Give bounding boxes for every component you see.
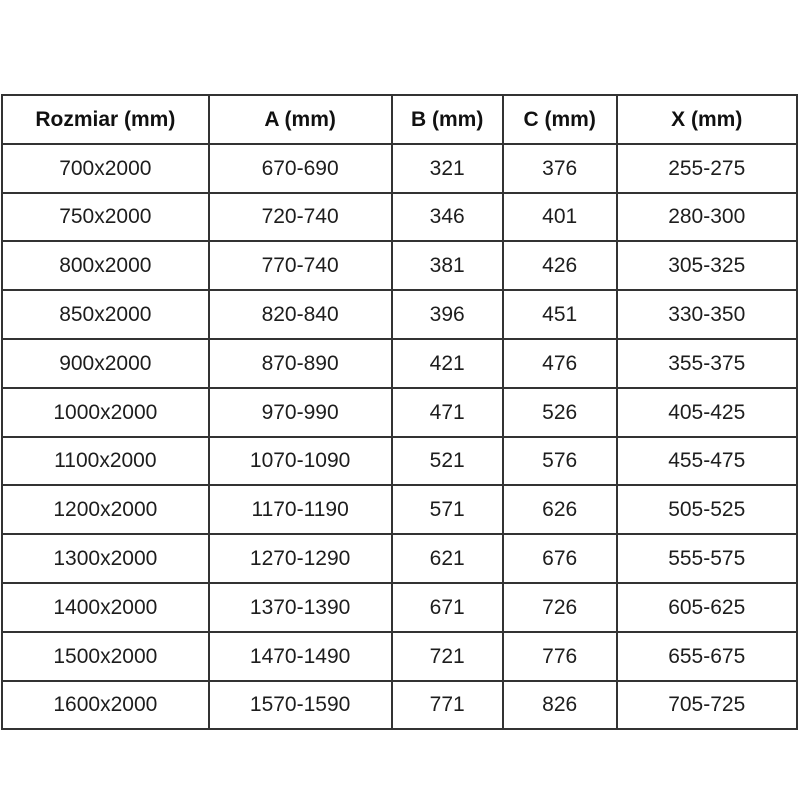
cell-rozmiar: 700x2000 — [1, 142, 210, 194]
cell-rozmiar: 1100x2000 — [1, 435, 210, 487]
cell-x: 455-475 — [615, 435, 798, 487]
cell-c: 526 — [501, 386, 618, 438]
table-row: 750x2000 720-740 346 401 280-300 — [1, 191, 798, 243]
cell-c: 376 — [501, 142, 618, 194]
cell-b: 421 — [390, 337, 504, 389]
table-row: 1300x2000 1270-1290 621 676 555-575 — [1, 533, 798, 584]
cell-x: 555-575 — [615, 533, 798, 584]
header-row: Rozmiar (mm) A (mm) B (mm) C (mm) X (mm) — [1, 94, 798, 145]
table-body: 700x2000 670-690 321 376 255-275 750x2000 720-… — [1, 142, 798, 731]
cell-a: 1370-1390 — [207, 581, 393, 633]
cell-rozmiar: 1600x2000 — [1, 679, 210, 731]
cell-a: 1170-1190 — [207, 484, 393, 536]
cell-c: 776 — [501, 630, 618, 682]
cell-b: 521 — [390, 435, 504, 487]
cell-c: 626 — [501, 484, 618, 536]
column-header-a: A (mm) — [207, 94, 393, 145]
table-row: 1000x2000 970-990 471 526 405-425 — [1, 386, 798, 438]
cell-c: 726 — [501, 581, 618, 633]
cell-a: 870-890 — [207, 337, 393, 389]
table-row: 1400x2000 1370-1390 671 726 605-625 — [1, 581, 798, 633]
cell-c: 826 — [501, 679, 618, 731]
cell-x: 255-275 — [615, 142, 798, 194]
cell-a: 1470-1490 — [207, 630, 393, 682]
table-row: 1500x2000 1470-1490 721 776 655-675 — [1, 630, 798, 682]
cell-b: 346 — [390, 191, 504, 243]
cell-rozmiar: 900x2000 — [1, 337, 210, 389]
cell-x: 505-525 — [615, 484, 798, 536]
cell-b: 621 — [390, 533, 504, 584]
cell-x: 705-725 — [615, 679, 798, 731]
column-header-rozmiar: Rozmiar (mm) — [1, 94, 210, 145]
cell-a: 1270-1290 — [207, 533, 393, 584]
cell-x: 355-375 — [615, 337, 798, 389]
cell-c: 476 — [501, 337, 618, 389]
cell-rozmiar: 750x2000 — [1, 191, 210, 243]
cell-b: 381 — [390, 240, 504, 292]
cell-b: 721 — [390, 630, 504, 682]
table-row: 900x2000 870-890 421 476 355-375 — [1, 337, 798, 389]
table-row: 800x2000 770-740 381 426 305-325 — [1, 240, 798, 292]
cell-b: 571 — [390, 484, 504, 536]
cell-x: 305-325 — [615, 240, 798, 292]
cell-a: 970-990 — [207, 386, 393, 438]
cell-rozmiar: 1400x2000 — [1, 581, 210, 633]
cell-rozmiar: 850x2000 — [1, 289, 210, 340]
cell-rozmiar: 1200x2000 — [1, 484, 210, 536]
cell-x: 280-300 — [615, 191, 798, 243]
cell-x: 405-425 — [615, 386, 798, 438]
column-header-x: X (mm) — [615, 94, 798, 145]
cell-b: 471 — [390, 386, 504, 438]
cell-x: 655-675 — [615, 630, 798, 682]
cell-b: 321 — [390, 142, 504, 194]
size-dimension-table: Rozmiar (mm) A (mm) B (mm) C (mm) X (mm) 700… — [1, 94, 798, 731]
cell-b: 771 — [390, 679, 504, 731]
cell-b: 671 — [390, 581, 504, 633]
cell-rozmiar: 800x2000 — [1, 240, 210, 292]
cell-c: 426 — [501, 240, 618, 292]
table-row: 1200x2000 1170-1190 571 626 505-525 — [1, 484, 798, 536]
cell-rozmiar: 1500x2000 — [1, 630, 210, 682]
cell-a: 1070-1090 — [207, 435, 393, 487]
cell-c: 676 — [501, 533, 618, 584]
cell-a: 770-740 — [207, 240, 393, 292]
cell-a: 1570-1590 — [207, 679, 393, 731]
cell-x: 330-350 — [615, 289, 798, 340]
table-row: 1600x2000 1570-1590 771 826 705-725 — [1, 679, 798, 731]
cell-a: 720-740 — [207, 191, 393, 243]
table-row: 850x2000 820-840 396 451 330-350 — [1, 289, 798, 340]
cell-c: 401 — [501, 191, 618, 243]
cell-c: 576 — [501, 435, 618, 487]
cell-a: 820-840 — [207, 289, 393, 340]
cell-b: 396 — [390, 289, 504, 340]
table-header: Rozmiar (mm) A (mm) B (mm) C (mm) X (mm) — [1, 94, 798, 145]
cell-a: 670-690 — [207, 142, 393, 194]
column-header-c: C (mm) — [501, 94, 618, 145]
cell-rozmiar: 1300x2000 — [1, 533, 210, 584]
column-header-b: B (mm) — [390, 94, 504, 145]
cell-c: 451 — [501, 289, 618, 340]
cell-x: 605-625 — [615, 581, 798, 633]
table-row: 1100x2000 1070-1090 521 576 455-475 — [1, 435, 798, 487]
cell-rozmiar: 1000x2000 — [1, 386, 210, 438]
table-row: 700x2000 670-690 321 376 255-275 — [1, 142, 798, 194]
